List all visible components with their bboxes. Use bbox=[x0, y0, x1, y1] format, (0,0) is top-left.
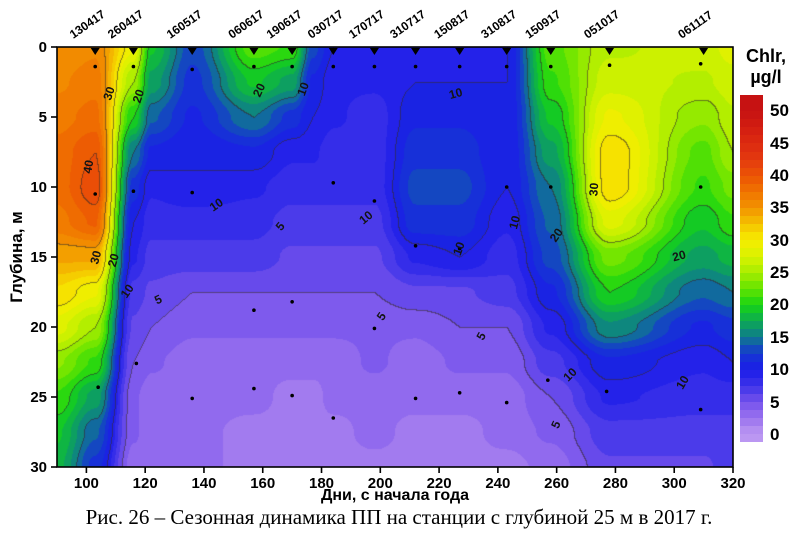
colorbar-band bbox=[740, 272, 763, 281]
colorbar-band bbox=[740, 337, 763, 346]
figure-caption: Рис. 26 – Сезонная динамика ПП на станци… bbox=[85, 505, 713, 529]
y-tick-label: 25 bbox=[30, 389, 47, 406]
colorbar-band bbox=[740, 377, 763, 386]
station-date-label: 061117 bbox=[675, 8, 715, 42]
colorbar-band bbox=[740, 369, 763, 378]
colorbar-band bbox=[740, 329, 763, 338]
colorbar-band bbox=[740, 305, 763, 314]
colorbar-band bbox=[740, 119, 763, 128]
station-date-label: 150817 bbox=[431, 7, 472, 42]
station-date-label: 170717 bbox=[346, 7, 387, 42]
colorbar-band bbox=[740, 208, 763, 217]
colorbar-title-text: Chlr, bbox=[745, 46, 786, 66]
colorbar-band bbox=[740, 135, 763, 144]
station-date-label: 310817 bbox=[478, 7, 519, 42]
colorbar-band bbox=[740, 288, 763, 297]
station-date-label: 130417 bbox=[67, 7, 108, 42]
colorbar-band bbox=[740, 401, 763, 411]
colorbar-units-text: µg/l bbox=[750, 67, 782, 87]
station-date-label: 150917 bbox=[522, 7, 563, 42]
colorbar-tick-label: 10 bbox=[770, 360, 789, 380]
station-date-label: 260417 bbox=[105, 7, 146, 42]
colorbar-band bbox=[740, 345, 763, 354]
y-axis-title: Глубина, м bbox=[7, 211, 26, 303]
colorbar-tick-label: 25 bbox=[770, 263, 789, 283]
colorbar-tick-label: 30 bbox=[770, 230, 789, 250]
y-tick-label: 30 bbox=[30, 459, 47, 476]
colorbar-band bbox=[740, 256, 763, 265]
station-date-label: 030717 bbox=[305, 7, 346, 42]
colorbar-band bbox=[740, 361, 763, 370]
colorbar-band bbox=[740, 224, 763, 233]
contour-canvas bbox=[57, 47, 733, 467]
y-tick-label: 0 bbox=[39, 39, 47, 56]
colorbar-band bbox=[740, 151, 763, 160]
colorbar-band bbox=[740, 353, 763, 362]
colorbar-band bbox=[740, 426, 763, 435]
station-date-label: 190617 bbox=[264, 7, 305, 42]
colorbar-tick-label: 15 bbox=[770, 327, 789, 347]
colorbar-band bbox=[740, 248, 763, 257]
colorbar-tick-label: 45 bbox=[770, 133, 789, 153]
colorbar-band bbox=[740, 191, 763, 201]
colorbar-band bbox=[740, 321, 763, 330]
colorbar-band bbox=[740, 159, 763, 168]
colorbar-band bbox=[740, 183, 763, 192]
colorbar-band bbox=[740, 434, 763, 443]
colorbar-band bbox=[740, 240, 763, 249]
colorbar-band bbox=[740, 143, 763, 152]
colorbar-band bbox=[740, 95, 763, 104]
station-date-label: 310717 bbox=[387, 7, 428, 42]
colorbar-band bbox=[740, 127, 763, 136]
colorbar-band bbox=[740, 280, 763, 289]
colorbar-band bbox=[740, 410, 763, 419]
colorbar-band bbox=[740, 216, 763, 225]
colorbar-band bbox=[740, 296, 763, 306]
colorbar-title: Chlr, µg/l bbox=[736, 46, 796, 88]
colorbar-tick-label: 40 bbox=[770, 165, 789, 185]
colorbar-band bbox=[740, 200, 763, 209]
colorbar-band bbox=[740, 385, 763, 394]
y-tick-label: 10 bbox=[30, 179, 47, 196]
colorbar-band bbox=[740, 264, 763, 273]
x-axis-title: Дни, с начала года bbox=[320, 487, 470, 504]
colorbar-band bbox=[740, 393, 763, 402]
colorbar-tick-label: 20 bbox=[770, 295, 789, 315]
colorbar-tick-label: 50 bbox=[770, 101, 789, 121]
colorbar-tick-label: 0 bbox=[770, 424, 780, 444]
colorbar-band bbox=[740, 232, 763, 241]
colorbar-band bbox=[740, 167, 763, 176]
station-date-label: 051017 bbox=[581, 7, 622, 42]
colorbar-band bbox=[740, 418, 763, 427]
colorbar-band bbox=[740, 111, 763, 120]
y-tick-label: 20 bbox=[30, 319, 47, 336]
colorbar bbox=[740, 95, 763, 443]
colorbar-tick-label: 5 bbox=[770, 392, 780, 412]
y-tick-label: 15 bbox=[30, 249, 47, 266]
colorbar-tick-label: 35 bbox=[770, 198, 789, 218]
y-tick-label: 5 bbox=[39, 109, 47, 126]
station-date-label: 060617 bbox=[226, 7, 267, 42]
colorbar-band bbox=[740, 313, 763, 322]
station-date-label: 160517 bbox=[164, 7, 205, 42]
colorbar-band bbox=[740, 175, 763, 184]
colorbar-band bbox=[740, 103, 763, 112]
